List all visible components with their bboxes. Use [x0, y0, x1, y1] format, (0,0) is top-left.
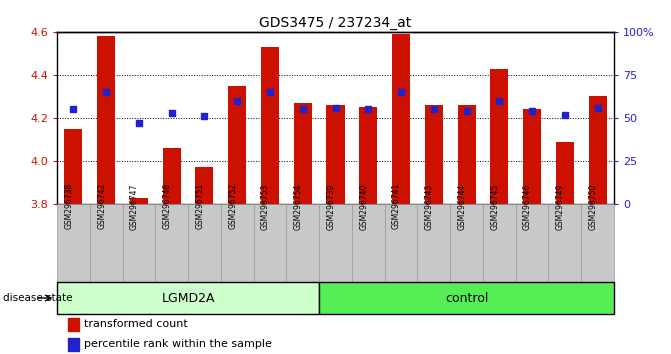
Bar — [261, 47, 279, 204]
Bar — [319, 204, 352, 282]
Text: GSM296753: GSM296753 — [261, 183, 270, 229]
Bar — [155, 204, 188, 282]
Bar — [254, 204, 287, 282]
Bar — [294, 103, 312, 204]
Text: LGMD2A: LGMD2A — [161, 291, 215, 304]
Bar — [327, 105, 344, 204]
Bar — [359, 107, 377, 204]
Point — [527, 108, 537, 114]
Point — [330, 105, 341, 110]
Bar — [384, 204, 417, 282]
Point — [297, 107, 308, 112]
Bar — [188, 204, 221, 282]
Bar — [319, 282, 614, 314]
Bar — [64, 129, 83, 204]
Bar — [417, 204, 450, 282]
Text: GSM296741: GSM296741 — [392, 183, 401, 229]
Bar — [523, 109, 541, 204]
Point — [592, 105, 603, 110]
Title: GDS3475 / 237234_at: GDS3475 / 237234_at — [260, 16, 411, 30]
Bar — [130, 198, 148, 204]
Bar — [352, 204, 384, 282]
Text: transformed count: transformed count — [84, 319, 187, 330]
Bar — [392, 34, 410, 204]
Point — [134, 120, 144, 126]
Text: GSM296748: GSM296748 — [162, 183, 172, 229]
Point — [560, 112, 570, 118]
Bar — [195, 167, 213, 204]
Bar — [425, 105, 443, 204]
Text: GSM296752: GSM296752 — [228, 183, 238, 229]
Bar — [97, 36, 115, 204]
Text: GSM296743: GSM296743 — [425, 183, 433, 229]
Point — [428, 107, 439, 112]
Point — [101, 89, 111, 95]
Text: GSM296738: GSM296738 — [64, 183, 73, 229]
Text: GSM296740: GSM296740 — [359, 183, 368, 229]
Point — [363, 107, 374, 112]
Bar — [556, 142, 574, 204]
Text: percentile rank within the sample: percentile rank within the sample — [84, 339, 272, 349]
Bar — [162, 148, 180, 204]
Text: GSM296739: GSM296739 — [327, 183, 336, 229]
Text: GSM296749: GSM296749 — [556, 183, 565, 229]
Text: GSM296742: GSM296742 — [97, 183, 106, 229]
Point — [68, 107, 79, 112]
Text: GSM296754: GSM296754 — [294, 183, 303, 229]
Bar — [68, 318, 79, 331]
Bar — [450, 204, 483, 282]
Bar — [516, 204, 548, 282]
Text: GSM296750: GSM296750 — [588, 183, 598, 229]
Point — [494, 98, 505, 104]
Bar — [90, 204, 123, 282]
Text: GSM296744: GSM296744 — [458, 183, 466, 229]
Bar — [221, 204, 254, 282]
Point — [166, 110, 177, 116]
Text: GSM296751: GSM296751 — [195, 183, 205, 229]
Text: disease state: disease state — [3, 293, 73, 303]
Bar — [548, 204, 581, 282]
Point — [199, 113, 210, 119]
Bar — [287, 204, 319, 282]
Bar — [68, 338, 79, 351]
Bar — [581, 204, 614, 282]
Text: control: control — [445, 291, 488, 304]
Bar — [458, 105, 476, 204]
Bar — [57, 282, 319, 314]
Bar — [588, 97, 607, 204]
Point — [396, 89, 407, 95]
Bar — [483, 204, 516, 282]
Text: GSM296747: GSM296747 — [130, 183, 139, 229]
Text: GSM296745: GSM296745 — [491, 183, 499, 229]
Bar — [228, 86, 246, 204]
Point — [461, 108, 472, 114]
Bar — [491, 69, 509, 204]
Bar — [57, 204, 90, 282]
Bar — [123, 204, 155, 282]
Text: GSM296746: GSM296746 — [523, 183, 532, 229]
Point — [232, 98, 243, 104]
Point — [264, 89, 275, 95]
